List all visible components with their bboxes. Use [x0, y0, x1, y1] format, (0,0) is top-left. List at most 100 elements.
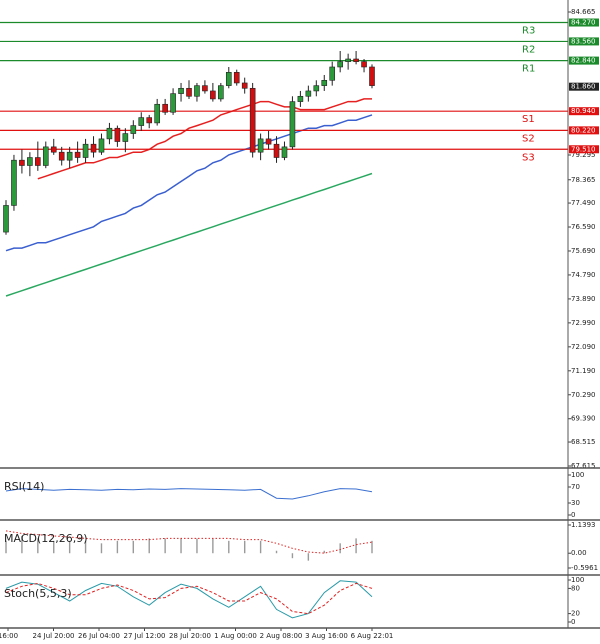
- y-tick-label: 70.290: [571, 391, 596, 399]
- level-name: S3: [522, 152, 535, 163]
- y-tick-label: 73.890: [571, 295, 596, 303]
- macd-bar: [148, 538, 150, 554]
- y-tick-label: 84.665: [571, 8, 596, 16]
- level-label-box: [569, 107, 599, 116]
- level-name: R2: [522, 44, 535, 55]
- candle-body: [321, 79, 328, 86]
- macd-bar: [68, 540, 71, 554]
- y-tick-label: 0.00: [571, 549, 587, 557]
- candle-body: [27, 157, 33, 166]
- candle-body: [178, 87, 184, 94]
- y-tick-label: 72.090: [571, 343, 596, 351]
- candle-body: [90, 143, 97, 153]
- level-name: R3: [522, 26, 535, 37]
- level-label-box: [569, 37, 599, 46]
- y-tick-label: 71.190: [571, 367, 596, 375]
- level-name: S1: [522, 114, 535, 125]
- candle-body: [162, 103, 168, 113]
- panel-title: Stoch(5,5,3): [4, 587, 72, 600]
- level-label: 79.510: [571, 145, 596, 153]
- level-name: S2: [522, 133, 535, 144]
- candle-body: [337, 61, 343, 68]
- candle-body: [58, 151, 65, 161]
- panel-title: RSI(14): [4, 480, 44, 493]
- candle-body: [154, 103, 160, 124]
- level-label-box: [569, 56, 599, 65]
- macd-bar: [21, 535, 23, 554]
- macd-bar: [5, 540, 7, 554]
- candle-body: [233, 72, 240, 84]
- y-tick-label: 74.790: [571, 271, 596, 279]
- candle-body: [122, 133, 129, 142]
- candle-body: [106, 127, 113, 140]
- x-tick-label: 2 Aug 08:00: [260, 632, 303, 640]
- x-tick-label: 3 Aug 16:00: [305, 632, 348, 640]
- level-label: 80.940: [571, 107, 596, 115]
- moving-average: [37, 98, 372, 180]
- y-tick-label: 30: [571, 499, 580, 507]
- candle-body: [281, 146, 288, 158]
- y-tick-label: 0: [571, 511, 575, 519]
- panel-title: MACD(12,26,9): [4, 532, 88, 545]
- candle-body: [66, 151, 73, 161]
- candle-body: [257, 138, 264, 153]
- candle-body: [329, 66, 336, 81]
- y-tick-label: 77.490: [571, 199, 596, 207]
- candle-body: [273, 143, 280, 158]
- macd-bar: [275, 550, 278, 554]
- candle-body: [241, 82, 248, 89]
- macd-bar: [228, 540, 230, 554]
- macd-bar: [100, 543, 103, 554]
- last-price-box: [569, 82, 599, 91]
- macd-bar: [307, 553, 310, 561]
- macd-bar: [132, 540, 135, 554]
- level-label: 83.560: [571, 37, 596, 45]
- candle-body: [19, 159, 25, 166]
- candle-body: [130, 125, 137, 134]
- candle-body: [146, 117, 153, 124]
- y-tick-label: 67.615: [571, 462, 596, 470]
- macd-bar: [291, 553, 294, 559]
- y-tick-label: 20: [571, 610, 580, 618]
- macd-bar: [323, 550, 325, 554]
- x-tick-label: 16:00: [0, 632, 18, 640]
- macd-bar: [371, 540, 373, 554]
- candle-body: [345, 58, 351, 62]
- x-tick-label: 28 Jul 20:00: [169, 632, 211, 640]
- candle-body: [50, 146, 57, 153]
- y-tick-label: 0: [571, 618, 575, 626]
- candle-body: [313, 85, 320, 92]
- candle-body: [170, 93, 176, 113]
- candle-body: [210, 90, 216, 100]
- candle-body: [114, 127, 121, 142]
- candle-body: [225, 72, 232, 86]
- candle-body: [289, 101, 296, 148]
- candle-body: [353, 58, 359, 62]
- candle-body: [369, 66, 375, 86]
- candle-body: [305, 90, 312, 97]
- level-label: 80.220: [571, 126, 596, 134]
- macd-bar: [53, 540, 55, 554]
- candle-body: [42, 146, 49, 166]
- candle-body: [74, 151, 81, 158]
- x-tick-label: 1 Aug 00:00: [214, 632, 257, 640]
- macd-bar: [355, 538, 357, 554]
- indicator-line: [5, 530, 373, 554]
- macd-bar: [212, 538, 214, 554]
- indicator-line: [5, 580, 373, 619]
- candle-body: [218, 85, 224, 100]
- level-label-box: [569, 145, 599, 154]
- x-tick-label: 27 Jul 12:00: [124, 632, 166, 640]
- y-tick-label: 69.390: [571, 415, 596, 423]
- macd-bar: [259, 540, 262, 554]
- level-label-box: [569, 126, 599, 135]
- y-tick-label: 78.365: [571, 176, 596, 184]
- candle-body: [297, 95, 304, 102]
- candle-body: [265, 138, 272, 145]
- candle-body: [202, 85, 208, 92]
- level-label: 82.840: [571, 57, 596, 65]
- macd-bar: [164, 538, 166, 554]
- level-label-box: [569, 18, 599, 27]
